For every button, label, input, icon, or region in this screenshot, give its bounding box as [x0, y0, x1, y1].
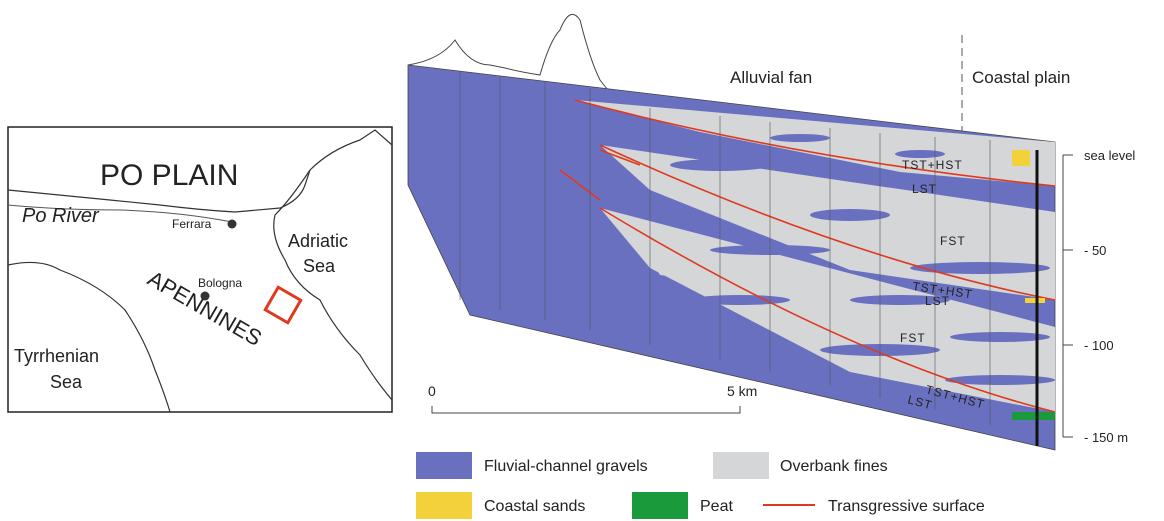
legend-label: Coastal sands: [484, 498, 585, 515]
legend-label: Transgressive surface: [828, 498, 985, 515]
sea-label: Tyrrhenian: [14, 346, 99, 366]
scale-label: 5 km: [727, 383, 757, 399]
depth-label: - 150 m: [1084, 430, 1128, 445]
unit-label: FST: [900, 331, 926, 345]
sea-label: Sea: [50, 372, 83, 392]
depth-label: - 50: [1084, 243, 1106, 258]
city-dot: [227, 219, 237, 229]
coastline: [7, 129, 393, 213]
zone-label: Alluvial fan: [730, 68, 812, 87]
river-label: Po River: [22, 205, 100, 227]
study-area: [263, 285, 303, 325]
fines: [640, 240, 860, 300]
fines: [600, 208, 1055, 412]
tyrrhenian-coast: [7, 261, 171, 413]
adriatic-coast: [273, 169, 393, 401]
map-title: PO PLAIN: [100, 159, 238, 192]
legend-label: Peat: [700, 498, 733, 515]
scale-label: 0: [428, 383, 436, 399]
depth-label: - 100: [1084, 338, 1114, 353]
legend: Fluvial-channel gravels Overbank fines C…: [416, 452, 985, 519]
city-dot: [200, 291, 210, 301]
gravel-lenses: [610, 122, 1055, 385]
legend-swatch: [416, 492, 472, 519]
unit-label: LST: [925, 294, 950, 308]
legend-label: Fluvial-channel gravels: [484, 458, 648, 475]
legend-swatch: [416, 452, 472, 479]
unit-label: TST+HST: [902, 158, 963, 172]
legend-swatch: [713, 452, 769, 479]
unit-label: FST: [940, 234, 966, 248]
coastal-sands: [1025, 298, 1045, 303]
city-label: Bologna: [198, 276, 242, 290]
cross-section: Alluvial fan Coastal plain TST+HST LST F…: [407, 13, 1135, 451]
depth-axis: [1062, 154, 1073, 438]
borehole-lines: [459, 72, 991, 425]
depth-label: sea level: [1084, 148, 1135, 163]
legend-swatch: [632, 492, 688, 519]
location-map: PO PLAIN Po River Ferrara Adriatic Sea B…: [7, 126, 393, 413]
zone-label: Coastal plain: [972, 68, 1070, 87]
relief-outline: [407, 13, 626, 106]
coastal-sands: [1012, 150, 1030, 166]
sea-label: Adriatic: [288, 231, 348, 251]
scale-bar: [431, 406, 741, 414]
po-river-line: [7, 204, 233, 223]
fines: [600, 145, 1055, 300]
city-label: Ferrara: [172, 217, 212, 231]
legend-label: Overbank fines: [780, 458, 888, 475]
sea-label: Sea: [303, 256, 336, 276]
transgressive-surfaces: [559, 99, 1056, 413]
peat: [1012, 412, 1055, 420]
unit-label: LST: [906, 392, 934, 412]
unit-label: LST: [912, 182, 937, 196]
map-frame: [7, 126, 393, 413]
